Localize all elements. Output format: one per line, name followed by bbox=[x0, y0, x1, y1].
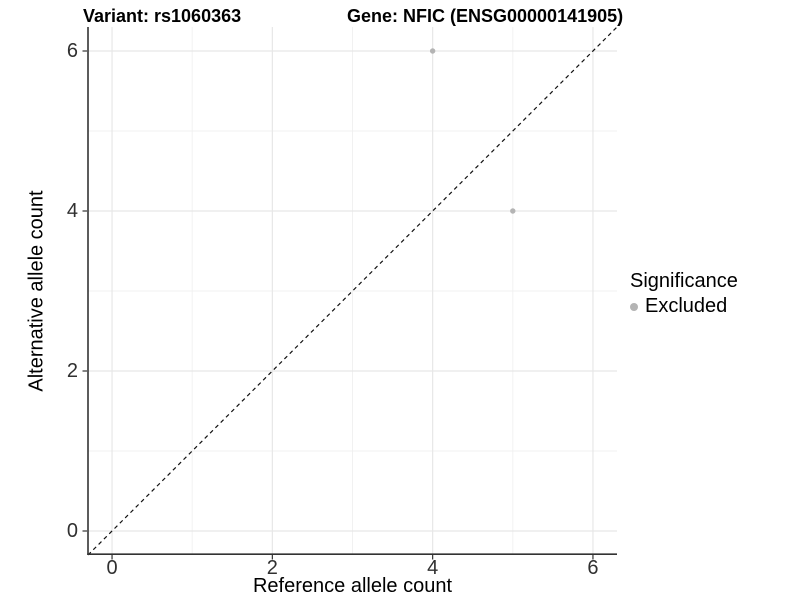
plot-title-variant: Variant: rs1060363 bbox=[83, 6, 242, 26]
y-tick-label: 6 bbox=[66, 40, 78, 62]
y-tick-label: 2 bbox=[66, 360, 78, 382]
y-tick-label: 4 bbox=[66, 200, 78, 222]
data-point bbox=[510, 208, 516, 214]
legend-item-excluded: Excluded bbox=[630, 295, 738, 318]
y-tick-label: 0 bbox=[66, 520, 78, 542]
identity-dashed-line bbox=[87, 26, 618, 556]
legend-title: Significance bbox=[630, 270, 738, 292]
legend-item-label: Excluded bbox=[645, 295, 728, 317]
x-axis-title: Reference allele count bbox=[252, 575, 452, 597]
y-axis-title: Alternative allele count bbox=[25, 190, 48, 392]
x-tick-label: 6 bbox=[587, 557, 599, 579]
excluded-point-icon bbox=[630, 302, 638, 311]
data-point bbox=[429, 48, 436, 54]
x-tick-label: 0 bbox=[106, 557, 118, 579]
legend: Significance Excluded bbox=[630, 270, 738, 318]
x-tick-label: 2 bbox=[266, 557, 278, 579]
x-tick-label: 4 bbox=[427, 557, 439, 579]
plot-title-gene: Gene: NFIC (ENSG00000141905) bbox=[347, 6, 624, 26]
